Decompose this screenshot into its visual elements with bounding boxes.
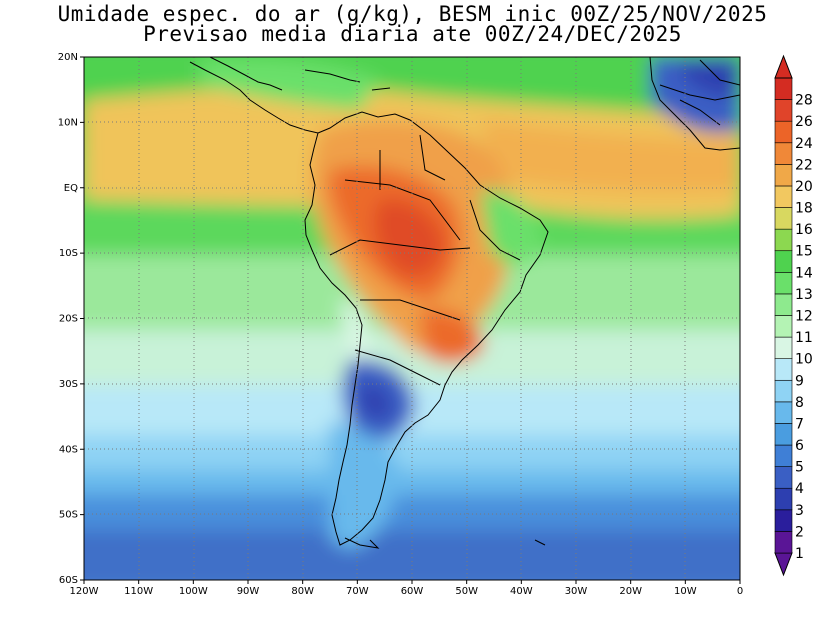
colorbar-label: 11	[795, 330, 813, 346]
colorbar-swatch	[774, 423, 793, 446]
colorbar-label: 20	[795, 179, 813, 195]
colorbar-swatch	[774, 401, 793, 424]
colorbar-label: 2	[795, 524, 804, 540]
latitude-axis: 20N 10N EQ 10S 20S 30S 40S 50S 60S	[58, 52, 84, 586]
colorbar-swatch	[774, 487, 793, 511]
lat-tick-label: EQ	[64, 183, 78, 194]
lon-tick-label: 120W	[70, 586, 99, 597]
colorbar-label: 7	[795, 416, 804, 432]
colorbar-label: 10	[795, 352, 813, 368]
lon-tick-label: 10W	[674, 586, 697, 597]
colorbar-label: 8	[795, 395, 804, 411]
grid-lines	[84, 57, 740, 580]
lon-tick-label: 40W	[510, 586, 533, 597]
title-line-1: Umidade espec. do ar (g/kg), BESM inic 0…	[57, 2, 768, 26]
colorbar-swatch	[774, 531, 793, 554]
colorbar-swatch	[774, 228, 793, 252]
colorbar-swatch	[774, 315, 793, 338]
lat-tick-label: 10S	[59, 248, 78, 259]
coastlines	[189, 57, 740, 549]
lon-tick-label: 100W	[179, 586, 208, 597]
lon-tick-label: 30W	[565, 586, 588, 597]
colorbar-swatch	[774, 142, 793, 165]
colorbar-label: 28	[795, 93, 813, 109]
lon-tick-label: 60W	[401, 586, 424, 597]
longitude-axis: 120W 110W 100W 90W 80W 70W 60W 50W 40W 30W 20W 10W 0	[70, 580, 743, 597]
colorbar-swatch	[774, 509, 793, 532]
lon-tick-label: 80W	[291, 586, 314, 597]
lon-tick-label: 110W	[124, 586, 153, 597]
colorbar-swatch	[774, 185, 793, 208]
title-line-2: Previsao media diaria ate 00Z/24/DEC/202…	[143, 22, 682, 46]
colorbar-label: 14	[795, 265, 813, 281]
colorbar-swatch	[774, 293, 793, 316]
lon-tick-label: 0	[737, 586, 743, 597]
colorbar-label: 26	[795, 114, 813, 130]
lat-tick-label: 60S	[59, 575, 78, 586]
colorbar-label: 16	[795, 222, 813, 238]
colorbar-swatch	[774, 99, 793, 122]
lat-tick-label: 10N	[58, 117, 78, 128]
lat-tick-label: 20S	[59, 314, 78, 325]
colorbar-swatch	[774, 336, 793, 359]
lon-tick-label: 50W	[455, 586, 478, 597]
colorbar-label: 1	[795, 546, 804, 562]
lat-tick-label: 50S	[59, 510, 78, 521]
lat-tick-label: 30S	[59, 379, 78, 390]
colorbar-swatch	[774, 444, 793, 467]
lat-tick-label: 40S	[59, 444, 78, 455]
lat-tick-label: 20N	[58, 52, 78, 63]
colorbar-label: 9	[795, 373, 804, 389]
colorbar-label: 5	[795, 460, 804, 476]
colorbar-label: 22	[795, 157, 813, 173]
colorbar-swatch	[774, 358, 793, 381]
lon-tick-label: 90W	[237, 586, 260, 597]
colorbar-label: 24	[795, 136, 813, 152]
colorbar-swatch	[774, 164, 793, 187]
colorbar-swatch	[774, 466, 793, 489]
lon-tick-label: 20W	[619, 586, 642, 597]
colorbar-swatch	[774, 250, 793, 273]
colorbar-swatch	[774, 77, 793, 100]
colorbar-swatch	[774, 379, 793, 403]
colorbar-label: 15	[795, 244, 813, 260]
colorbar-label: 18	[795, 201, 813, 217]
lon-tick-label: 70W	[346, 586, 369, 597]
colorbar-label: 13	[795, 287, 813, 303]
colorbar-label: 6	[795, 438, 804, 454]
colorbar-label: 3	[795, 503, 804, 519]
colorbar-over-arrow	[774, 54, 793, 79]
colorbar-swatch	[774, 207, 793, 230]
colorbar-swatch	[774, 272, 793, 295]
colorbar-under-arrow	[774, 552, 793, 577]
humidity-field	[84, 57, 740, 580]
colorbar-swatch	[774, 120, 793, 144]
colorbar-label: 4	[795, 481, 804, 497]
colorbar-label: 12	[795, 309, 813, 325]
